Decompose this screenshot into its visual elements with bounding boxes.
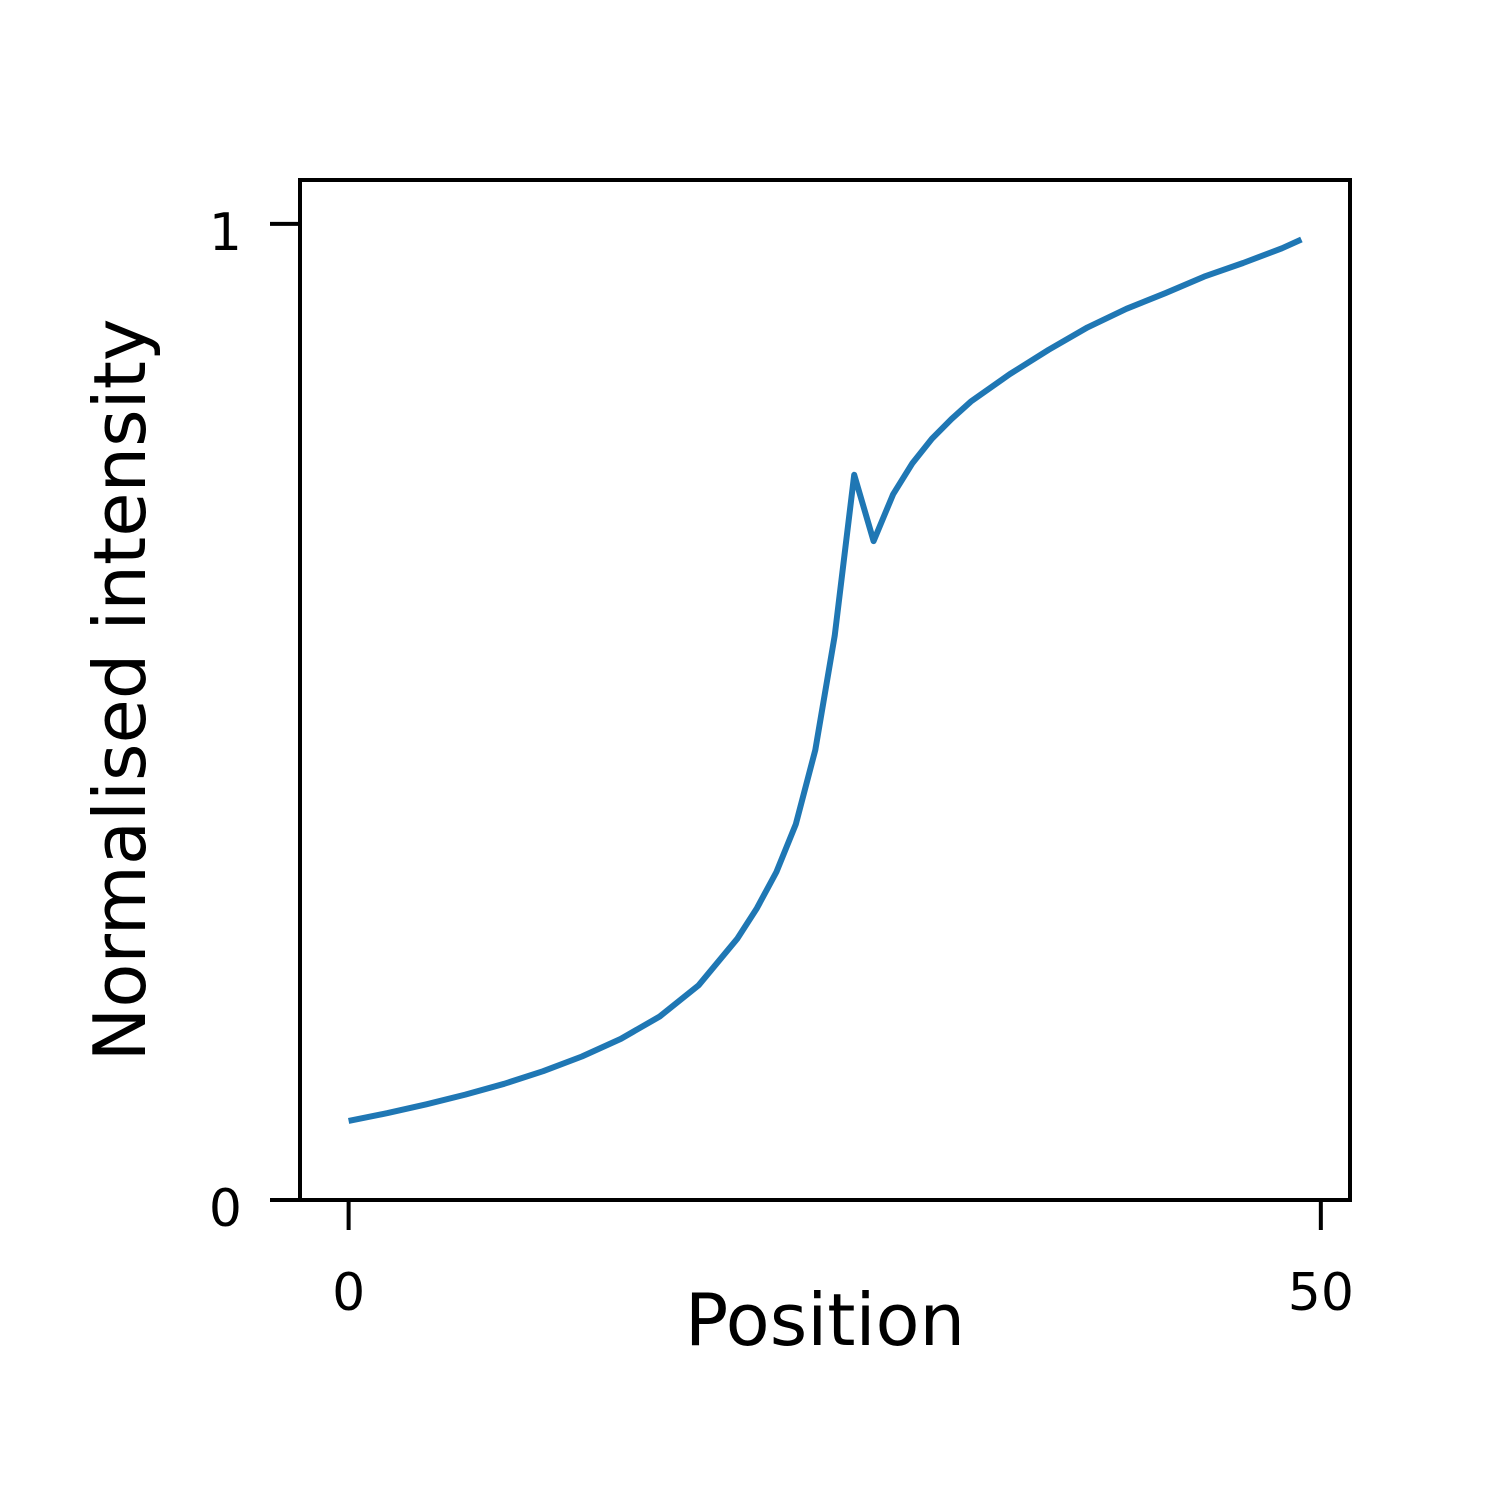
x-tick-label: 0 [332, 1263, 365, 1323]
series-line-0 [348, 236, 1303, 1124]
x-axis-label: Position [685, 1278, 965, 1362]
plot-area [348, 236, 1303, 1124]
y-tick-label: 0 [209, 1179, 242, 1239]
y-axis-label: Normalised intensity [78, 318, 162, 1061]
x-tick-label: 50 [1288, 1263, 1354, 1323]
axes-frame [298, 178, 1352, 1202]
y-tick-label: 1 [209, 203, 242, 263]
axis-ticks: 0 50 0 1 [209, 203, 1354, 1323]
